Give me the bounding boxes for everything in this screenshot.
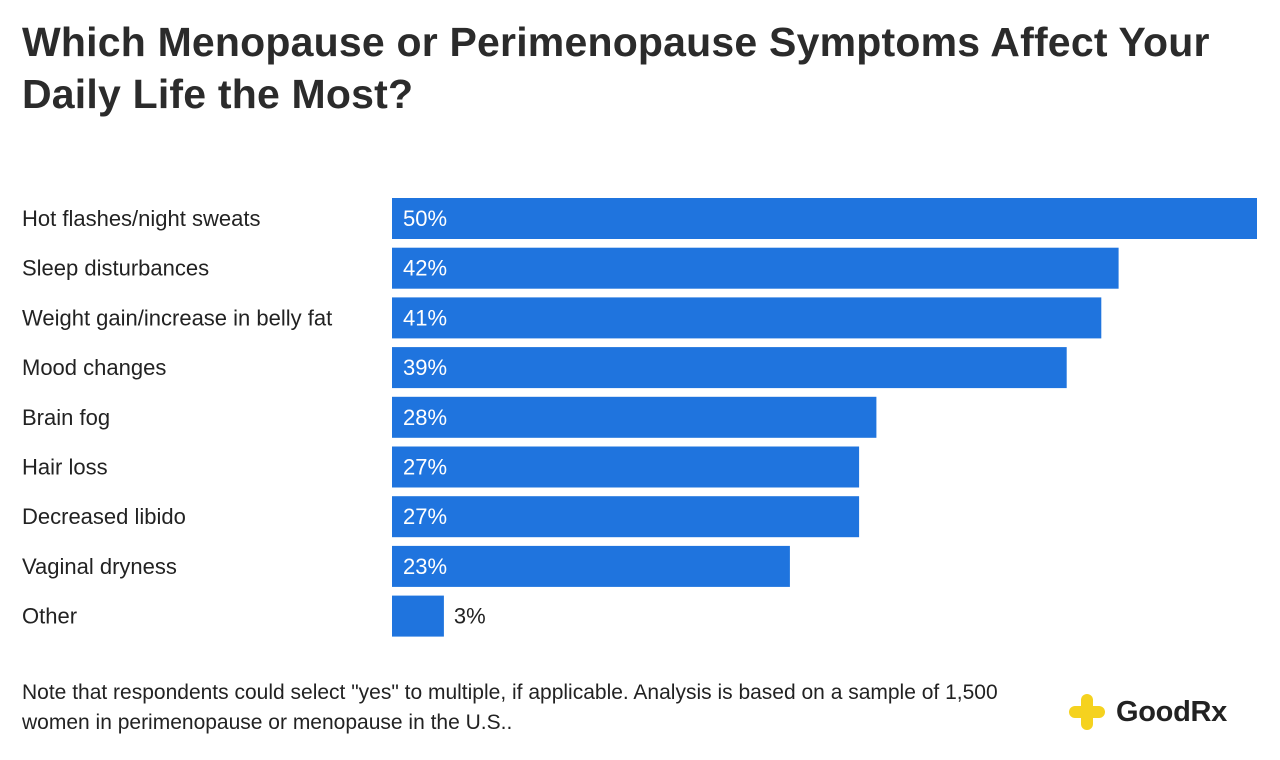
category-label: Decreased libido bbox=[22, 504, 186, 529]
category-label: Other bbox=[22, 604, 77, 629]
bar bbox=[392, 297, 1102, 339]
bar bbox=[392, 396, 877, 438]
data-label: 27% bbox=[403, 455, 447, 480]
category-label: Mood changes bbox=[22, 355, 166, 380]
bar bbox=[392, 347, 1067, 389]
data-label: 28% bbox=[403, 405, 447, 430]
bar bbox=[392, 198, 1257, 239]
data-label: 3% bbox=[454, 604, 486, 629]
category-label: Brain fog bbox=[22, 405, 110, 430]
bar bbox=[392, 496, 860, 538]
data-label: 39% bbox=[403, 355, 447, 380]
category-label: Hot flashes/night sweats bbox=[22, 206, 260, 231]
category-label: Hair loss bbox=[22, 455, 108, 480]
bar bbox=[392, 545, 790, 587]
data-label: 23% bbox=[403, 554, 447, 579]
category-label: Weight gain/increase in belly fat bbox=[22, 305, 332, 330]
brand-name: GoodRx bbox=[1116, 695, 1227, 728]
data-label: 50% bbox=[403, 206, 447, 231]
footnote: Note that respondents could select "yes"… bbox=[22, 681, 998, 734]
category-label: Sleep disturbances bbox=[22, 256, 209, 281]
bar bbox=[392, 446, 860, 488]
data-label: 41% bbox=[403, 305, 447, 330]
category-label: Vaginal dryness bbox=[22, 554, 177, 579]
bar bbox=[392, 247, 1119, 289]
chart-title: Which Menopause or Perimenopause Symptom… bbox=[22, 19, 1210, 117]
plus-cross-icon bbox=[1069, 694, 1105, 730]
data-label: 27% bbox=[403, 504, 447, 529]
bar bbox=[392, 595, 444, 637]
data-label: 42% bbox=[403, 256, 447, 281]
brand-logo: GoodRx bbox=[1068, 690, 1227, 734]
